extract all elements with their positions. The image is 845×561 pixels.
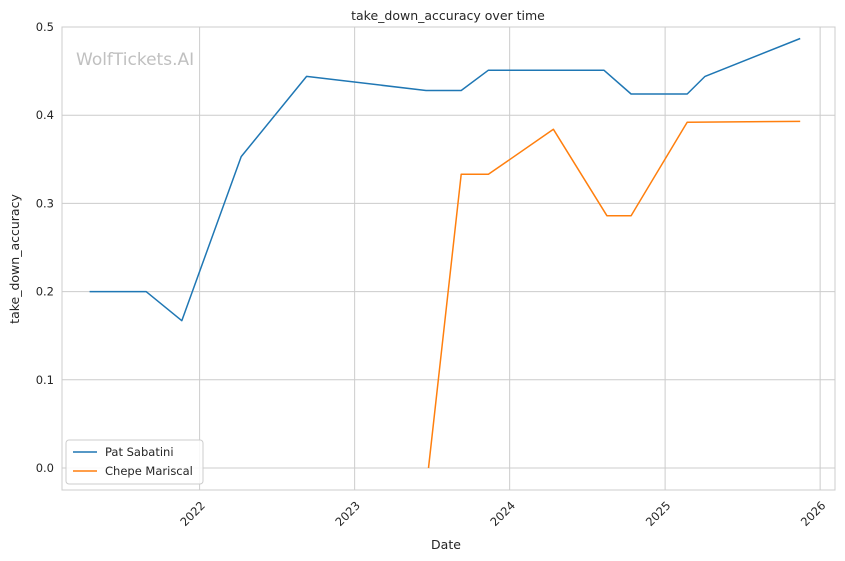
legend-box xyxy=(65,439,204,485)
x-tick-label: 2023 xyxy=(332,498,363,529)
x-tick-label: 2024 xyxy=(487,498,518,529)
x-axis-label: Date xyxy=(431,537,461,552)
x-tick-label: 2022 xyxy=(177,498,208,529)
legend-label-pat-sabatini: Pat Sabatini xyxy=(105,445,174,459)
y-tick-label: 0.5 xyxy=(36,20,54,34)
watermark: WolfTickets.AI xyxy=(76,50,194,70)
y-tick-label: 0.1 xyxy=(36,373,54,387)
chart-title: take_down_accuracy over time xyxy=(351,8,545,23)
series-layer xyxy=(89,37,801,469)
legend-label-chepe-mariscal: Chepe Mariscal xyxy=(105,464,193,478)
grid xyxy=(62,26,835,490)
x-tick-label: 2026 xyxy=(798,498,829,529)
y-axis-label: take_down_accuracy xyxy=(7,194,22,324)
y-tick-label: 0.0 xyxy=(36,461,54,475)
legend: Pat Sabatini Chepe Mariscal xyxy=(65,439,204,485)
y-tick-label: 0.2 xyxy=(36,285,54,299)
y-tick-label: 0.4 xyxy=(36,108,54,122)
x-tick-label: 2025 xyxy=(643,498,674,529)
y-tick-label: 0.3 xyxy=(36,196,54,210)
series-line-chepe-mariscal xyxy=(427,120,801,469)
plot-area xyxy=(61,26,836,491)
series-line-pat-sabatini xyxy=(89,37,801,322)
